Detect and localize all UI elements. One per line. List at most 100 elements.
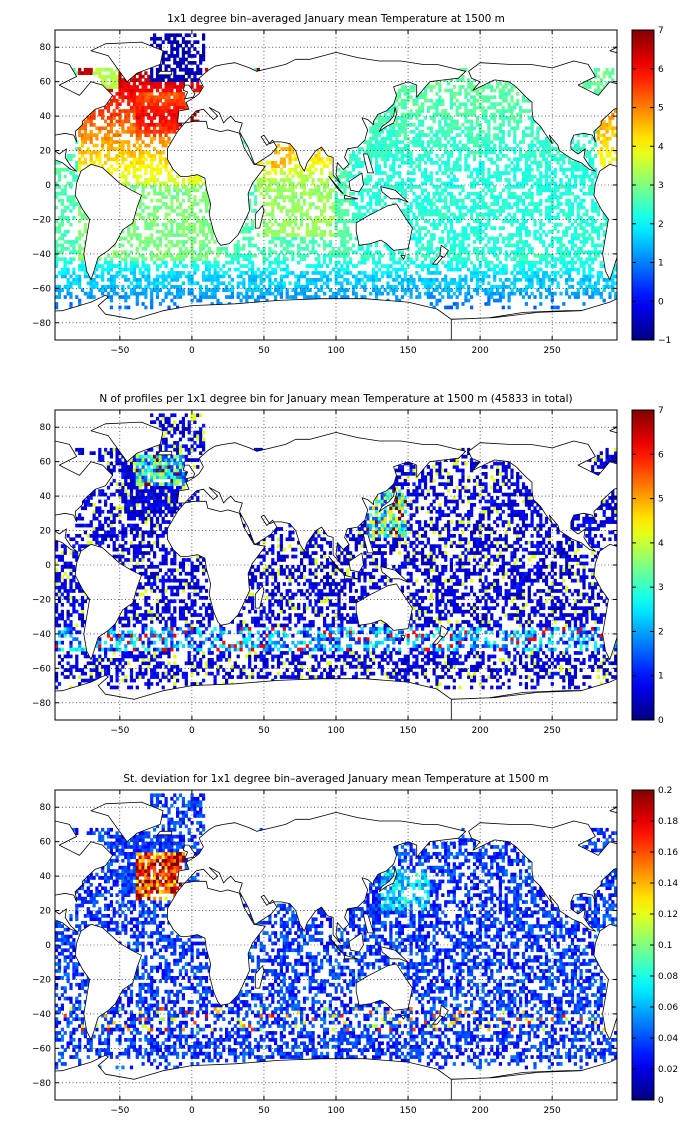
data-cell xyxy=(441,129,445,134)
data-cell xyxy=(161,281,165,286)
data-cell xyxy=(421,140,425,144)
data-cell xyxy=(461,202,465,206)
data-cell xyxy=(484,212,488,217)
data-cell xyxy=(204,260,209,265)
data-cell xyxy=(438,198,442,203)
data-cell xyxy=(138,123,142,127)
data-cell xyxy=(167,85,171,89)
data-cell xyxy=(210,302,214,306)
data-cell xyxy=(570,284,575,289)
data-cell xyxy=(170,102,174,106)
data-cell xyxy=(475,284,479,289)
data-cell xyxy=(510,191,514,196)
data-cell xyxy=(268,278,272,282)
data-cell xyxy=(144,205,148,210)
data-cell xyxy=(302,295,307,299)
data-cell xyxy=(158,119,162,124)
data-cell xyxy=(536,288,540,292)
data-cell xyxy=(314,264,318,268)
data-cell xyxy=(164,284,168,289)
data-cell xyxy=(176,191,180,196)
data-cell xyxy=(403,129,407,134)
data-cell xyxy=(484,260,488,265)
data-cell xyxy=(496,240,500,244)
data-cell xyxy=(556,271,560,275)
data-cell xyxy=(115,129,119,134)
data-cell xyxy=(467,98,471,103)
data-cell xyxy=(141,274,145,279)
data-cell xyxy=(421,198,425,203)
data-cell xyxy=(80,150,85,155)
data-cell xyxy=(501,209,505,213)
data-cell xyxy=(530,174,534,179)
data-cell xyxy=(377,116,381,120)
data-cell xyxy=(291,185,295,189)
data-cell xyxy=(400,112,404,117)
data-cell xyxy=(325,191,330,196)
data-cell xyxy=(484,185,488,189)
data-cell xyxy=(582,271,586,275)
data-cell xyxy=(271,233,275,237)
data-cell xyxy=(80,257,85,261)
data-cell xyxy=(524,167,528,172)
data-cell xyxy=(259,281,263,286)
data-cell xyxy=(308,202,312,206)
data-cell xyxy=(392,140,396,144)
data-cell xyxy=(360,284,364,289)
data-cell xyxy=(69,260,73,265)
data-cell xyxy=(132,274,136,279)
data-cell xyxy=(129,133,134,137)
data-cell xyxy=(349,257,353,261)
data-cell xyxy=(164,85,168,89)
data-cell xyxy=(173,188,177,193)
data-cell xyxy=(346,278,350,282)
data-cell xyxy=(605,123,609,127)
data-cell xyxy=(101,284,105,289)
data-cell xyxy=(438,167,442,172)
data-cell xyxy=(383,181,387,186)
data-cell xyxy=(389,185,393,189)
data-cell xyxy=(576,250,580,255)
data-cell xyxy=(392,164,396,168)
data-cell xyxy=(288,240,292,244)
data-cell xyxy=(92,116,96,120)
data-cell xyxy=(66,167,70,172)
data-cell xyxy=(547,229,551,234)
data-cell xyxy=(144,284,148,289)
data-cell xyxy=(164,250,168,255)
data-cell xyxy=(262,195,266,199)
data-cell xyxy=(291,198,295,203)
data-cell xyxy=(395,150,399,155)
data-cell xyxy=(343,209,347,213)
data-cell xyxy=(386,281,390,286)
data-cell xyxy=(230,253,234,258)
data-cell xyxy=(501,116,505,120)
data-cell xyxy=(562,171,566,175)
data-cell xyxy=(447,157,451,162)
data-cell xyxy=(349,198,353,203)
data-cell xyxy=(513,253,517,258)
data-cell xyxy=(550,198,554,203)
data-cell xyxy=(426,284,430,289)
data-cell xyxy=(323,185,327,189)
data-cell xyxy=(544,288,549,292)
data-cell xyxy=(138,95,142,100)
data-cell xyxy=(544,216,549,220)
data-cell xyxy=(274,202,278,206)
data-cell xyxy=(562,154,566,158)
data-cell xyxy=(317,191,321,196)
data-cell xyxy=(536,260,540,265)
data-cell xyxy=(418,247,422,251)
data-cell xyxy=(369,253,373,258)
data-cell xyxy=(395,260,399,265)
data-cell xyxy=(127,167,131,172)
data-cell xyxy=(317,260,321,265)
data-cell xyxy=(167,171,171,175)
data-cell xyxy=(562,250,566,255)
data-cell xyxy=(245,295,249,299)
data-cell xyxy=(78,264,82,268)
data-cell xyxy=(78,267,82,272)
data-cell xyxy=(141,105,145,110)
data-cell xyxy=(461,143,465,148)
data-cell xyxy=(288,222,292,227)
